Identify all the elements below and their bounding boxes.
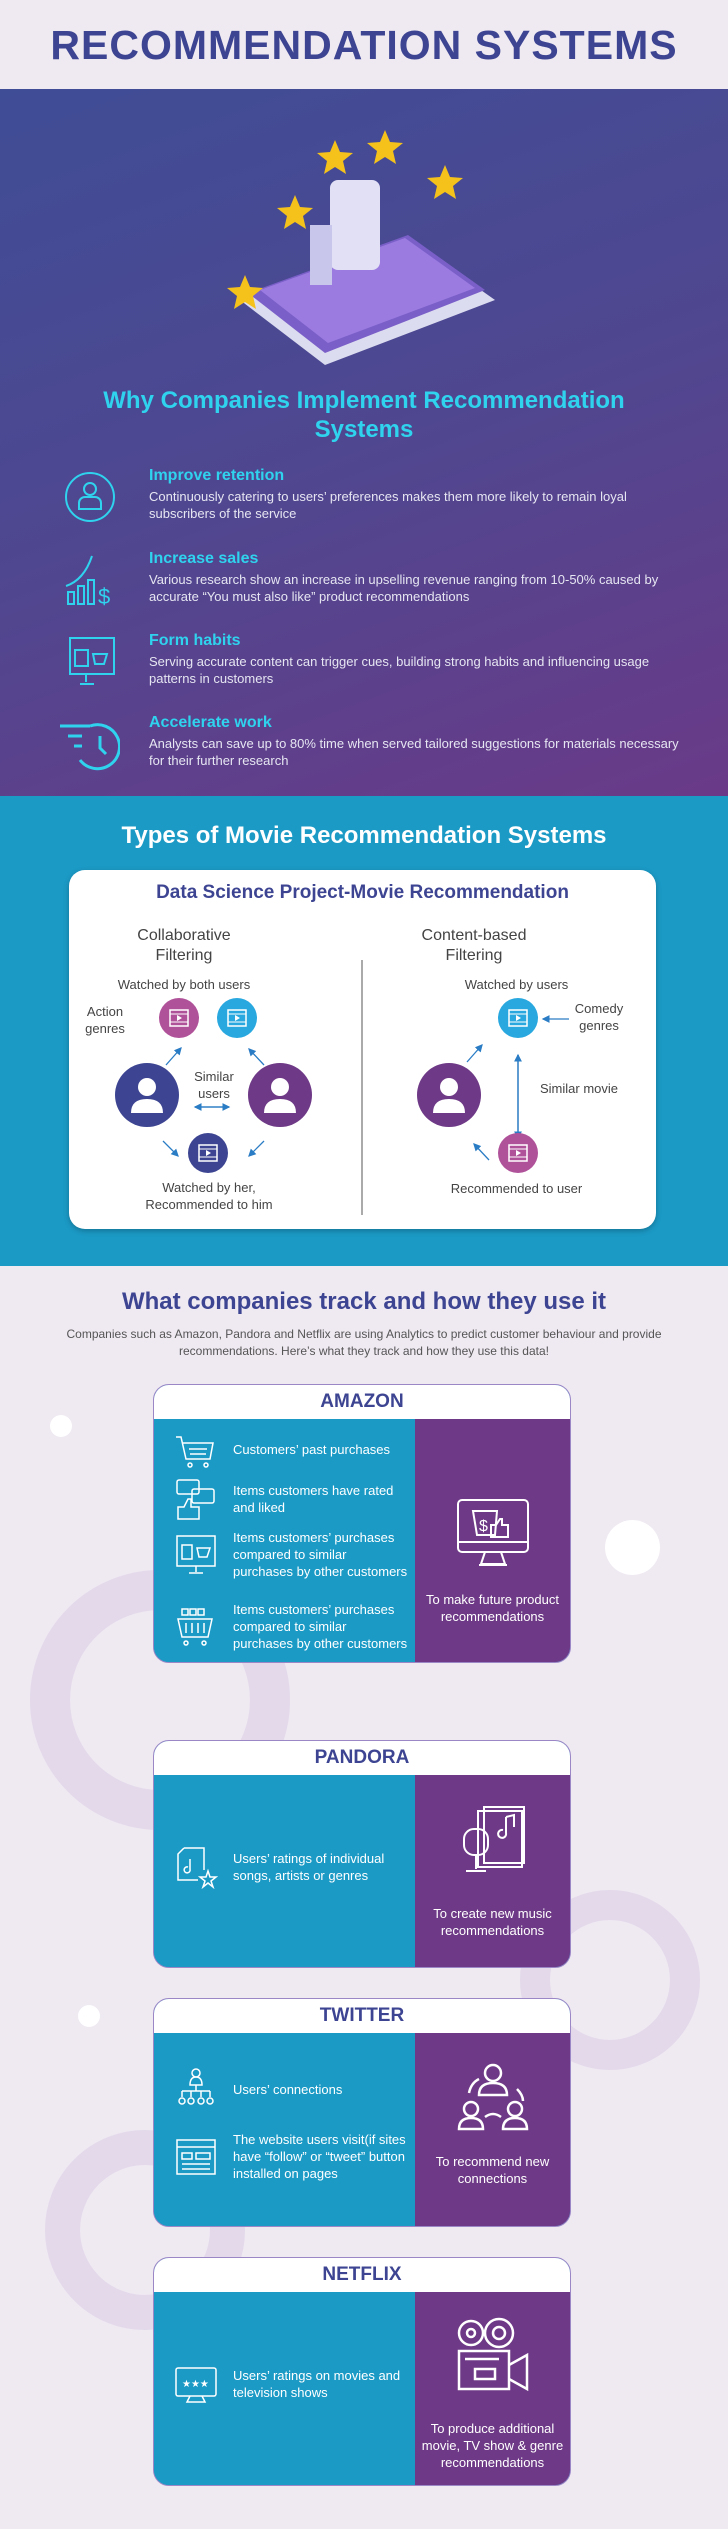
reason-item: Accelerate work Analysts can save up to … (60, 714, 680, 784)
page-title: RECOMMENDATION SYSTEMS (50, 22, 678, 68)
tv-rating-stars-icon: ★★★ (175, 2367, 217, 2403)
collab-heading: Collaborative Filtering (109, 926, 259, 966)
usage-text: To produce additional movie, TV show & g… (421, 2421, 564, 2470)
shopping-cart-icon (176, 1436, 214, 1468)
why-heading: Why Companies Implement Recommendation S… (103, 387, 625, 443)
svg-text:★★★: ★★★ (182, 2379, 209, 2390)
track-subtitle: Companies such as Amazon, Pandora and Ne… (66, 1327, 662, 1358)
types-heading: Types of Movie Recommendation Systems (121, 822, 607, 849)
company-card-amazon: AMAZON Customers’ past purchases Items c… (153, 1384, 571, 1663)
tracked-item: The website users visit(if sites have “f… (233, 2132, 406, 2181)
label-line: users (198, 1086, 230, 1101)
tracked-item: Items customers have rated and liked (233, 1483, 394, 1515)
decor-dot (605, 1520, 660, 1575)
svg-text:$: $ (479, 1518, 488, 1535)
reason-text: Analysts can save up to 80% time when se… (149, 736, 679, 768)
movie-camera-icon (457, 2317, 528, 2392)
label-line: Watched by her, (162, 1180, 256, 1195)
content-heading: Content-based Filtering (399, 926, 549, 966)
reason-text: Serving accurate content can trigger cue… (149, 654, 650, 686)
label-line: genres (579, 1018, 619, 1033)
company-card-twitter: TWITTER Users’ connections The website u… (153, 1998, 571, 2227)
company-name: TWITTER (154, 1999, 570, 2033)
filtering-diagram (115, 960, 569, 1215)
tracked-item: Items customers’ purchases compared to s… (233, 1530, 408, 1579)
tracked-item: Users’ ratings on movies and television … (233, 2368, 401, 2400)
online-shop-monitor-icon (176, 1534, 216, 1574)
online-shop-monitor-icon (69, 637, 115, 685)
company-name: AMAZON (154, 1385, 570, 1419)
company-card-pandora: PANDORA Users’ ratings of individual son… (153, 1740, 571, 1968)
card-title: Data Science Project-Movie Recommendatio… (156, 882, 569, 903)
sales-growth-icon: $ (65, 555, 110, 609)
rating-chat-thumbs-icon (176, 1479, 215, 1520)
reason-item: Form habits Serving accurate content can… (60, 632, 680, 702)
reason-title: Increase sales (149, 550, 259, 567)
track-heading: What companies track and how they use it (121, 1288, 607, 1315)
network-hierarchy-icon (178, 2068, 214, 2105)
decor-dot (50, 1415, 72, 1437)
usage-text: To recommend new connections (435, 2154, 550, 2186)
movie-recommendation-card: Data Science Project-Movie Recommendatio… (69, 870, 656, 1229)
microphone-music-sheet-icon (462, 1806, 525, 1872)
collab-heading-line: Collaborative (137, 927, 231, 944)
collab-heading-line: Filtering (155, 947, 213, 964)
user-connections-cycle-icon (457, 2063, 528, 2131)
label-line: Recommended to him (145, 1197, 273, 1212)
music-file-star-icon (177, 1847, 218, 1889)
similar-users-label: Similar users (191, 1068, 237, 1102)
website-layout-icon (176, 2138, 216, 2175)
tracked-item: Items customers’ purchases compared to s… (233, 1602, 408, 1651)
svg-text:$: $ (98, 584, 110, 609)
similar-movie-label: Similar movie (539, 1081, 618, 1096)
reason-text: Continuously catering to users’ preferen… (149, 489, 627, 521)
usage-text: To create new music recommendations (433, 1906, 552, 1938)
fast-clock-icon (60, 723, 120, 771)
reason-title: Accelerate work (149, 714, 272, 731)
label-line: genres (85, 1021, 125, 1036)
shopping-monitor-like-icon: $ (456, 1499, 529, 1566)
retention-user-cycle-icon (65, 472, 115, 522)
label-line: Comedy (574, 1001, 624, 1016)
company-name: PANDORA (154, 1741, 570, 1775)
tracked-item: Users’ connections (233, 2081, 343, 2097)
label-line: Similar (194, 1069, 234, 1084)
content-heading-line: Filtering (445, 947, 503, 964)
reason-title: Form habits (149, 632, 241, 649)
reason-title: Improve retention (149, 467, 285, 484)
company-card-netflix: NETFLIX ★★★ Users’ ratings on movies and … (153, 2257, 571, 2486)
recommended-to-user-label: Recommended to user (450, 1181, 583, 1196)
reason-text: Various research show an increase in ups… (149, 572, 659, 604)
phone-thumbs-up-illustration (227, 130, 495, 365)
watched-by-users-label: Watched by users (464, 977, 569, 992)
watched-both-label: Watched by both users (117, 977, 251, 992)
label-line: Action (86, 1004, 124, 1019)
comedy-genres-label: Comedy genres (574, 1000, 624, 1034)
title-band (0, 0, 728, 89)
reason-item: Improve retention Continuously catering … (60, 467, 680, 537)
tracked-item: Customers’ past purchases (233, 1441, 391, 1457)
watched-by-her-label: Watched by her, Recommended to him (129, 1179, 289, 1213)
usage-text: To make future product recommendations (426, 1592, 559, 1624)
full-cart-icon (177, 1607, 213, 1646)
company-name: NETFLIX (154, 2258, 570, 2292)
tracked-item: Users’ ratings of individual songs, arti… (233, 1851, 385, 1883)
decor-dot (78, 2005, 100, 2027)
content-heading-line: Content-based (421, 927, 527, 944)
action-genres-label: Action genres (85, 1003, 125, 1037)
reason-item: $ Increase sales Various research show a… (60, 550, 680, 620)
